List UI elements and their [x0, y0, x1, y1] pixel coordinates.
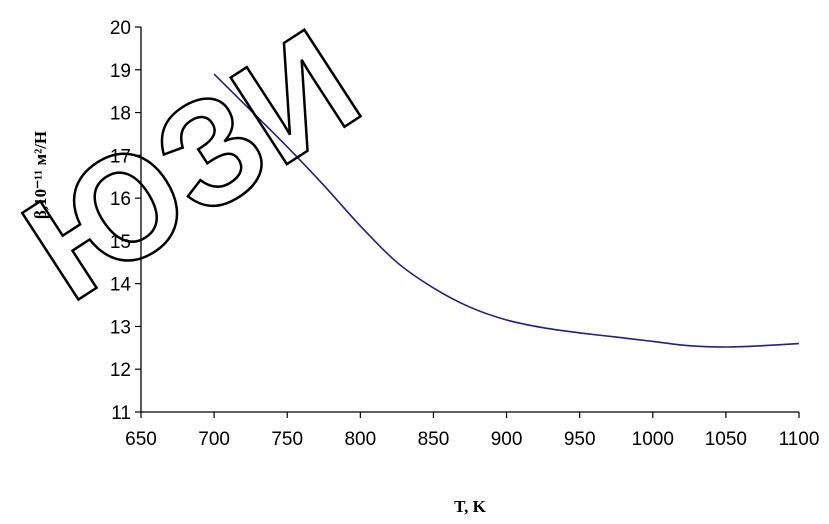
x-tick-label: 1000: [632, 429, 674, 450]
x-tick-label: 750: [271, 429, 303, 450]
watermark-text: ЮЗИ: [0, 0, 386, 332]
y-tick-label: 11: [111, 403, 131, 424]
x-tick-label: 1050: [705, 429, 747, 450]
y-tick-label: 19: [110, 61, 131, 82]
x-tick-label: 1100: [779, 429, 820, 450]
x-tick-label: 650: [125, 429, 157, 450]
x-tick-label: 700: [198, 429, 230, 450]
x-tick-label: 900: [491, 429, 523, 450]
x-axis-title: T, K: [454, 497, 487, 516]
x-tick-label: 950: [564, 429, 596, 450]
y-tick-label: 12: [110, 360, 131, 381]
x-tick-label: 850: [418, 429, 450, 450]
x-tick-label: 800: [344, 429, 376, 450]
y-tick-label: 13: [110, 317, 131, 338]
y-tick-label: 20: [110, 18, 131, 39]
